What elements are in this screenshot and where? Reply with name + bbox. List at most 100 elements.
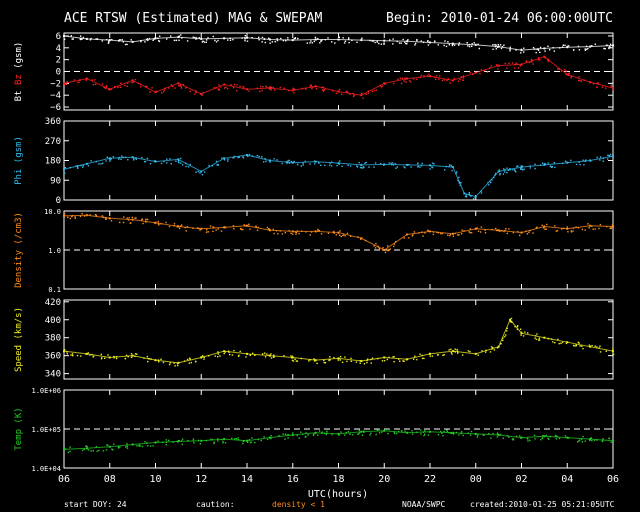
- data-point-speed: [158, 361, 160, 363]
- data-point-speed: [537, 339, 540, 341]
- data-point-bz: [525, 60, 528, 62]
- data-point-bt: [144, 41, 146, 43]
- data-point-speed: [511, 321, 513, 323]
- data-point-speed: [582, 347, 584, 350]
- data-point-temp: [469, 434, 472, 436]
- data-point-bz: [410, 81, 412, 83]
- data-point-temp: [96, 450, 98, 452]
- data-point-bz: [512, 62, 514, 64]
- data-point-speed: [71, 354, 74, 357]
- data-point-speed: [294, 358, 296, 360]
- data-point-phi-16: [429, 164, 431, 167]
- data-point-bz: [180, 86, 182, 88]
- data-point-temp: [608, 437, 610, 440]
- data-point-speed: [370, 358, 372, 361]
- data-point-bt: [427, 40, 429, 42]
- data-point-speed-18: [474, 352, 477, 355]
- data-point-phi: [547, 162, 549, 164]
- data-point-density: [83, 215, 86, 217]
- data-point-bt: [361, 37, 363, 39]
- data-point-speed: [174, 365, 176, 367]
- data-point-speed: [574, 345, 576, 347]
- data-point-phi: [118, 156, 120, 159]
- data-point-speed: [292, 360, 295, 362]
- data-point-bz: [381, 85, 384, 87]
- data-point-bz: [64, 84, 66, 86]
- data-point-temp: [278, 434, 280, 437]
- data-point-temp: [307, 434, 309, 436]
- data-point-phi: [523, 168, 525, 170]
- data-point-density: [461, 229, 463, 231]
- data-point-temp-2: [108, 445, 111, 448]
- data-point-bt: [458, 42, 460, 44]
- data-point-bt: [564, 44, 566, 46]
- data-point-bz-19: [497, 64, 500, 67]
- data-point-temp: [549, 435, 552, 438]
- data-point-bt: [246, 40, 249, 42]
- data-point-temp: [411, 430, 413, 432]
- data-point-bz-6: [200, 93, 203, 96]
- data-point-speed: [386, 358, 388, 361]
- data-point-phi: [75, 165, 77, 167]
- data-point-phi: [491, 179, 493, 181]
- data-point-density: [388, 248, 390, 251]
- data-point-bt: [271, 41, 273, 43]
- data-point-bz: [537, 59, 540, 61]
- data-point-bz: [66, 80, 68, 83]
- data-point-bt: [166, 38, 168, 40]
- data-point-density: [217, 228, 219, 230]
- data-point-temp: [482, 434, 484, 436]
- data-point-density: [505, 228, 507, 230]
- data-point-temp-3: [131, 443, 134, 446]
- data-point-speed: [398, 358, 400, 360]
- data-point-speed: [333, 357, 335, 359]
- data-point-temp: [490, 437, 492, 439]
- data-point-density-3: [131, 218, 134, 221]
- data-point-bz: [340, 93, 343, 95]
- data-point-phi: [112, 156, 115, 158]
- data-point-temp: [222, 440, 224, 443]
- data-point-temp: [242, 440, 245, 442]
- data-point-temp-16: [429, 430, 431, 433]
- data-point-phi: [349, 165, 352, 167]
- data-point-phi: [143, 161, 146, 163]
- data-point-temp: [150, 445, 152, 447]
- y-tick-label-swepam-temp-2: 1.0E+06: [31, 387, 61, 395]
- data-point-phi: [468, 193, 470, 195]
- data-point-phi: [374, 162, 377, 164]
- data-point-bt: [568, 45, 570, 47]
- data-point-bz: [293, 92, 295, 94]
- data-point-temp: [547, 437, 549, 439]
- data-point-phi: [300, 165, 303, 167]
- data-point-bz: [347, 92, 349, 94]
- data-point-bt: [378, 42, 380, 45]
- data-point-phi: [394, 162, 396, 165]
- y-axis-label-part-swepam-density-0: Density (/cm3): [14, 212, 24, 288]
- data-point-temp: [102, 450, 105, 452]
- data-point-temp: [178, 440, 181, 442]
- data-point-temp-19: [497, 434, 500, 437]
- data-point-phi: [419, 166, 421, 168]
- data-point-temp: [496, 432, 499, 434]
- data-point-temp: [318, 430, 321, 432]
- data-point-phi: [499, 173, 501, 175]
- y-tick-label-swepam-temp-0: 1.0E+04: [31, 465, 61, 473]
- data-point-bz: [579, 80, 581, 82]
- data-point-bt: [79, 37, 81, 40]
- data-point-density-6: [200, 227, 203, 230]
- data-point-temp: [86, 445, 88, 448]
- data-point-density: [335, 234, 337, 236]
- data-point-temp: [363, 430, 365, 432]
- data-point-phi: [341, 165, 343, 167]
- data-point-temp: [222, 442, 224, 444]
- data-point-temp: [338, 434, 340, 436]
- data-point-speed: [502, 337, 504, 339]
- data-point-speed: [228, 351, 230, 353]
- data-point-phi: [122, 156, 124, 158]
- data-point-density: [476, 227, 478, 229]
- data-point-density: [544, 228, 546, 230]
- data-point-bz: [384, 83, 387, 85]
- data-point-phi-10: [291, 161, 294, 164]
- data-point-bt: [319, 42, 321, 44]
- data-point-density-14: [383, 249, 386, 251]
